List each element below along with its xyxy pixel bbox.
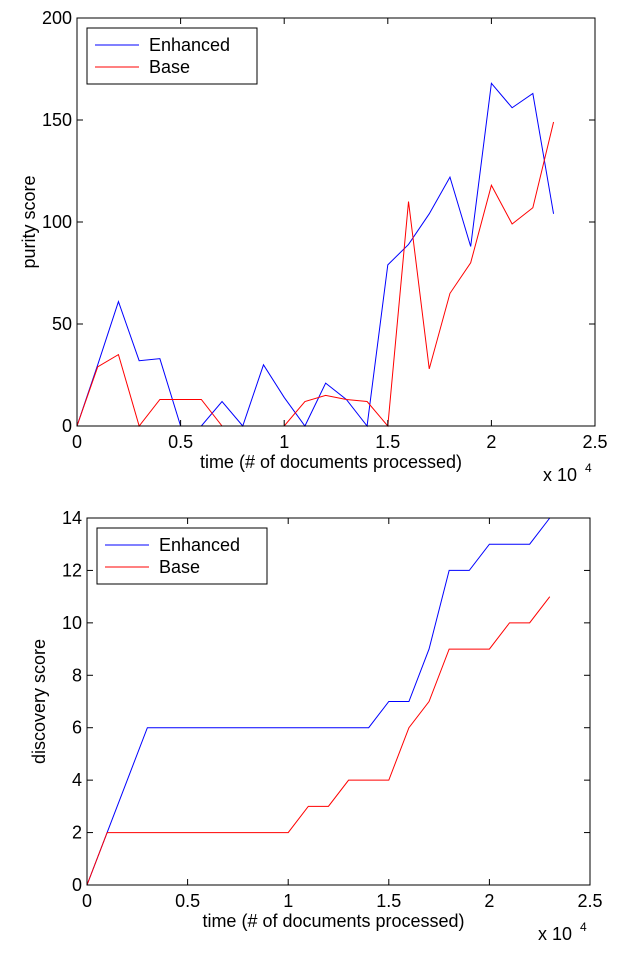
x-multiplier-exponent: 4 — [585, 461, 592, 475]
y-tick-label: 100 — [42, 212, 72, 232]
y-tick-label: 150 — [42, 110, 72, 130]
x-tick-label: 0.5 — [168, 432, 193, 452]
x-tick-label: 1 — [283, 891, 293, 911]
x-tick-label: 0.5 — [175, 891, 200, 911]
x-tick-label: 2 — [484, 891, 494, 911]
series-line — [86, 596, 551, 886]
x-multiplier-exponent: 4 — [580, 920, 587, 934]
legend-label: Enhanced — [149, 35, 230, 55]
y-tick-label: 14 — [62, 508, 82, 528]
y-axis-label: discovery score — [29, 639, 49, 764]
legend-label: Base — [159, 557, 200, 577]
y-tick-label: 12 — [62, 560, 82, 580]
y-tick-label: 0 — [62, 416, 72, 436]
y-tick-label: 200 — [42, 8, 72, 28]
series-line — [76, 82, 555, 428]
x-multiplier: x 10 — [543, 465, 577, 485]
x-axis-label: time (# of documents processed) — [202, 911, 464, 931]
y-tick-label: 0 — [72, 875, 82, 895]
legend-label: Enhanced — [159, 535, 240, 555]
plot-frame — [86, 517, 591, 886]
x-tick-label: 1.5 — [375, 432, 400, 452]
legend-box — [96, 527, 268, 585]
chart: 0 0.5 1 1.5 2 2.5 0 2 4 6 8 10 12 14 time (# of docume… — [29, 508, 603, 944]
x-tick-label: 2 — [486, 432, 496, 452]
x-tick-label: 2.5 — [582, 432, 607, 452]
y-tick-label: 50 — [52, 314, 72, 334]
x-tick-label: 0 — [82, 891, 92, 911]
series-line — [86, 517, 551, 886]
x-tick-label: 0 — [72, 432, 82, 452]
x-tick-label: 1.5 — [376, 891, 401, 911]
y-tick-label: 8 — [72, 665, 82, 685]
x-tick-label: 2.5 — [577, 891, 602, 911]
chart: 0 0.5 1 1.5 2 2.5 0 50 100 150 200 time (# of docum… — [19, 8, 608, 485]
legend-box — [86, 27, 258, 85]
y-tick-label: 4 — [72, 770, 82, 790]
x-multiplier: x 10 — [538, 924, 572, 944]
legend-label: Base — [149, 57, 190, 77]
y-tick-label: 6 — [72, 718, 82, 738]
x-tick-label: 1 — [279, 432, 289, 452]
x-axis-label: time (# of documents processed) — [200, 452, 462, 472]
y-tick-label: 10 — [62, 613, 82, 633]
y-axis-label: purity score — [19, 175, 39, 268]
series-line — [76, 121, 555, 428]
y-tick-label: 2 — [72, 823, 82, 843]
